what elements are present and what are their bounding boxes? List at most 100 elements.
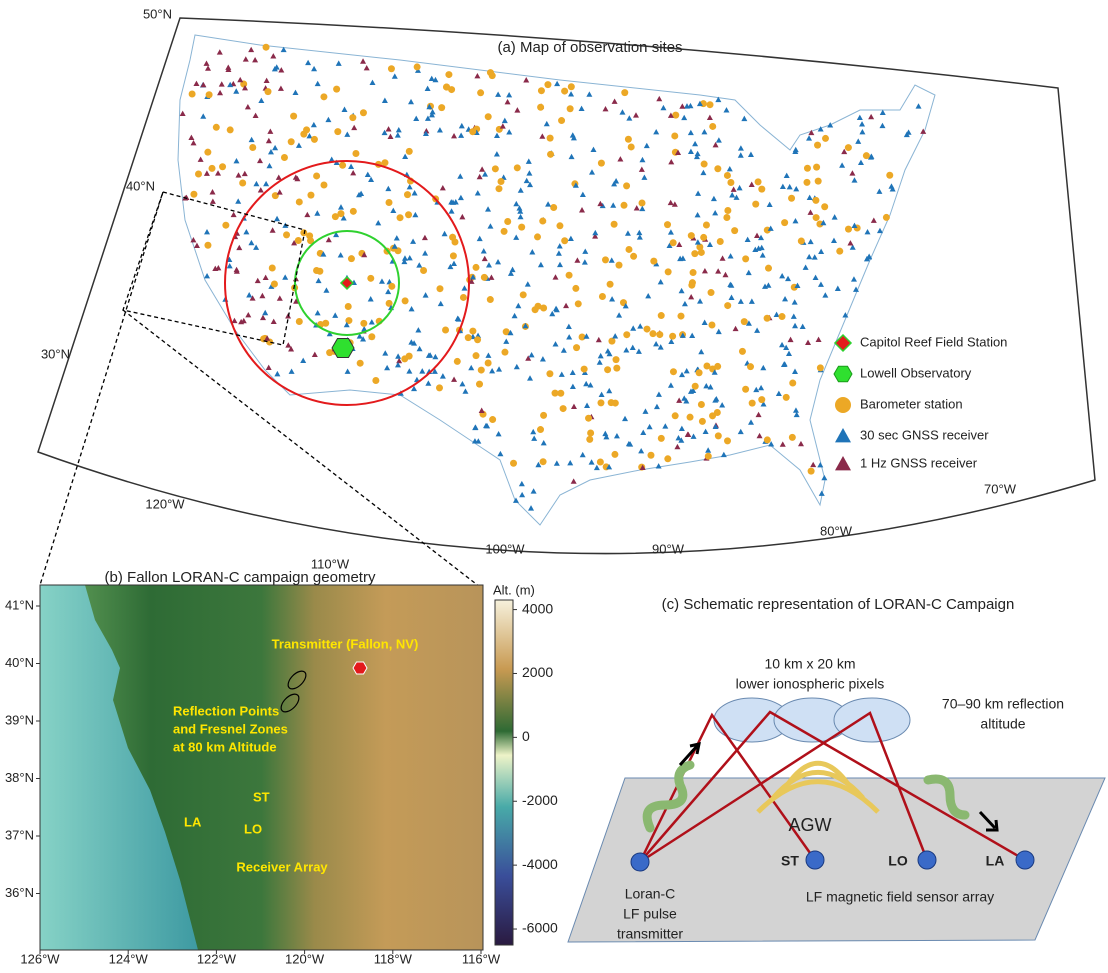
site-marker [727,179,734,186]
site-marker [296,318,303,325]
site-marker [489,416,496,423]
label: LO [244,821,262,836]
site-marker [625,136,632,143]
site-marker [189,90,196,97]
site-marker [789,434,796,441]
site-marker [558,117,565,124]
label: 38°N [5,770,34,785]
site-marker [537,104,544,111]
label: 116°W [462,951,501,966]
site-marker [669,333,676,340]
site-marker [656,331,663,338]
site-marker [349,114,356,121]
label: 40°N [5,655,34,670]
site-marker [883,214,890,221]
site-marker [690,269,697,276]
label: lower ionospheric pixels [736,676,885,692]
site-marker [204,242,211,249]
site-marker [700,234,707,241]
site-marker [300,131,307,138]
site-marker [540,412,547,419]
site-marker [747,363,754,370]
site-marker [213,124,220,131]
site-marker [703,363,710,370]
site-marker [566,272,573,279]
site-marker [781,219,788,226]
site-marker [368,333,375,340]
site-marker [227,126,234,133]
label: 50°N [143,6,172,21]
label: -4000 [522,856,558,872]
site-marker [587,429,594,436]
site-marker [518,224,525,231]
site-marker [539,218,546,225]
site-marker [670,239,677,246]
label: Receiver Array [236,859,328,874]
site-marker [581,366,588,373]
site-marker [473,264,480,271]
site-marker [649,330,656,337]
site-marker [808,468,815,475]
label: 10 km x 20 km [764,656,855,672]
site-marker [313,172,320,179]
label: -6000 [522,920,558,936]
site-marker [498,178,505,185]
label: 90°W [652,541,685,556]
site-marker [741,318,748,325]
site-marker [477,89,484,96]
site-marker [621,89,628,96]
site-marker [597,458,604,465]
site-marker [586,436,593,443]
antenna [918,851,936,869]
label: Capitol Reef Field Station [860,334,1007,349]
site-marker [443,84,450,91]
site-marker [599,293,606,300]
site-marker [699,418,706,425]
label: 0 [522,728,530,744]
site-marker [487,69,494,76]
colorbar [495,600,513,945]
site-marker [758,396,765,403]
site-marker [271,280,278,287]
site-marker [333,86,340,93]
site-marker [209,165,216,172]
label: 80°W [820,523,853,538]
site-marker [812,197,819,204]
site-marker [764,315,771,322]
site-marker [739,348,746,355]
site-marker [249,144,256,151]
site-marker [538,87,545,94]
label: (a) Map of observation sites [497,39,682,56]
site-marker [752,201,759,208]
label: 41°N [5,597,34,612]
site-marker [765,265,772,272]
site-marker [573,344,580,351]
label: LA [986,853,1005,869]
label: -2000 [522,792,558,808]
site-marker [658,312,665,319]
site-marker [597,399,604,406]
site-marker [397,214,404,221]
site-marker [658,435,665,442]
site-marker [501,349,508,356]
site-marker [204,149,211,156]
site-marker [485,113,492,120]
site-marker [476,381,483,388]
label: 70°W [984,481,1017,496]
site-marker [836,248,843,255]
site-marker [688,282,695,289]
label: and Fresnel Zones [173,721,288,736]
site-marker [283,231,290,238]
site-marker [724,172,731,179]
site-marker [454,358,461,365]
site-marker [281,154,288,161]
site-marker [789,380,796,387]
site-marker [552,390,559,397]
site-marker [239,180,246,187]
label: 30 sec GNSS receiver [860,427,989,442]
site-marker [547,135,554,142]
site-marker [803,179,810,186]
site-marker [575,300,582,307]
site-marker [550,204,557,211]
site-marker [388,65,395,72]
